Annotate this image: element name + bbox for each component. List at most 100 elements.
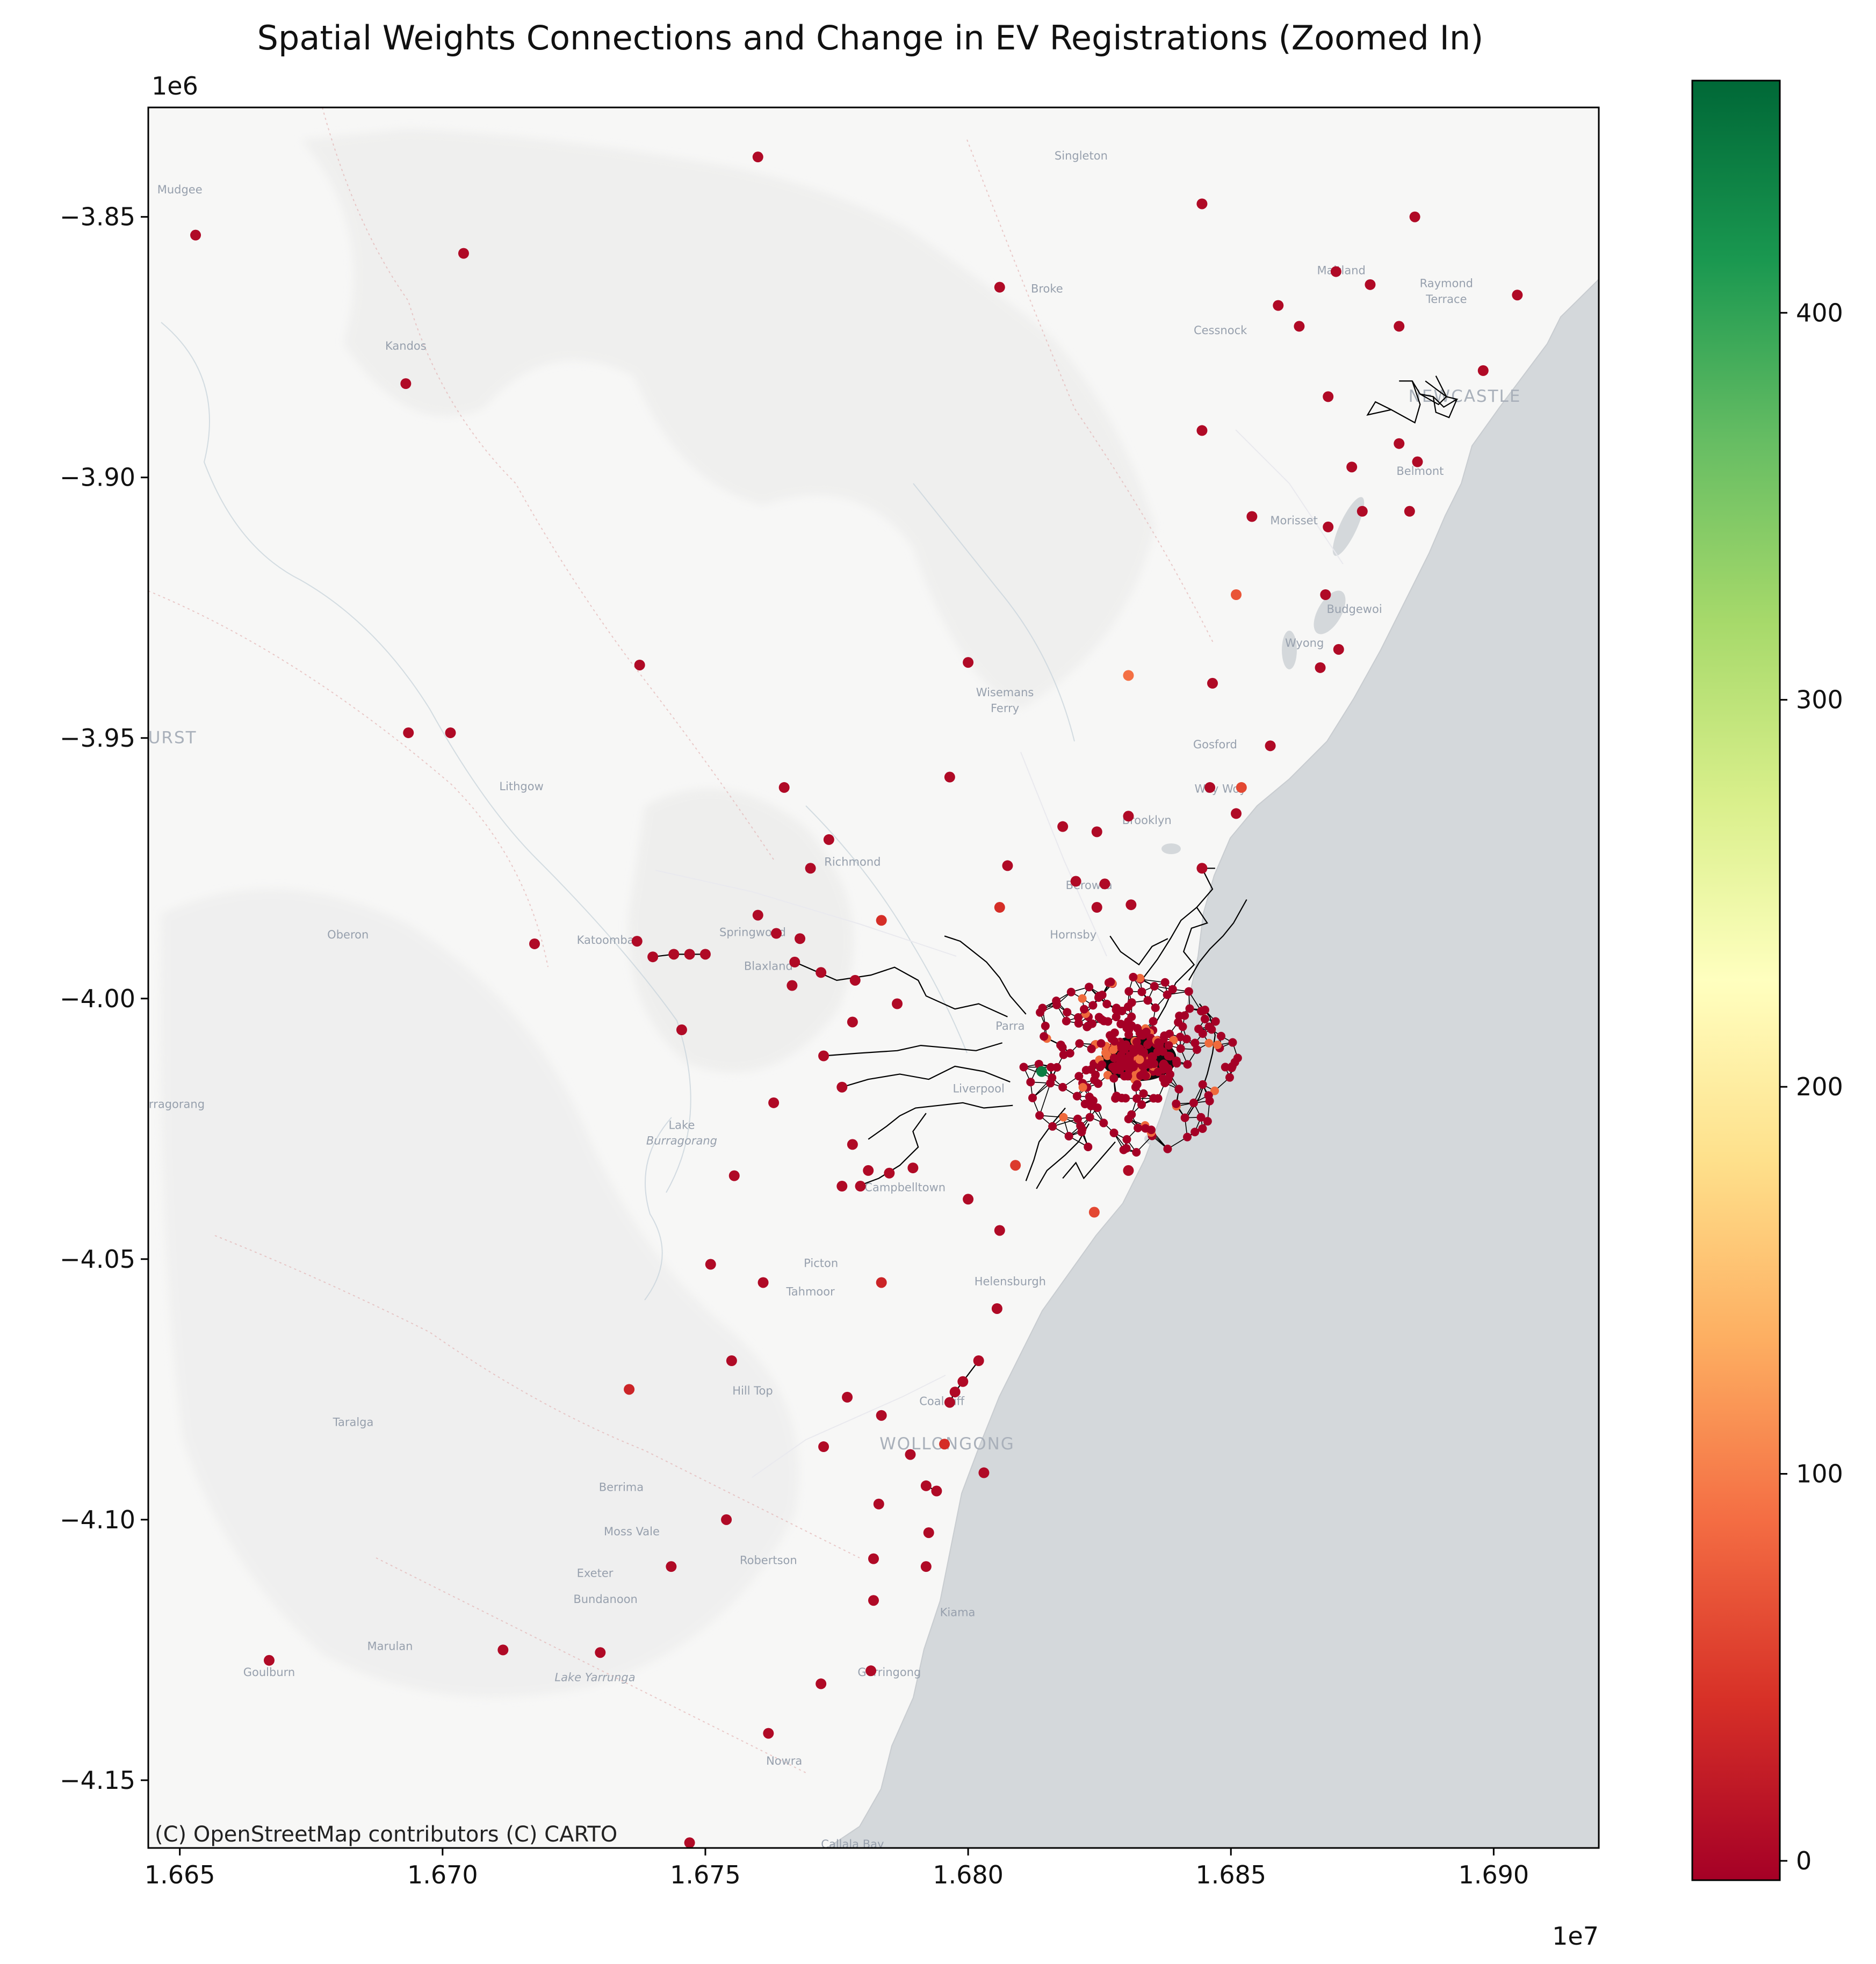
cluster-point — [1198, 1080, 1207, 1089]
map-label: Wyong — [1285, 637, 1324, 649]
x-tick-label: 1.675 — [670, 1860, 741, 1889]
cluster-point — [1132, 1094, 1142, 1103]
data-point — [1357, 506, 1368, 517]
cluster-point — [1196, 1007, 1206, 1016]
cluster-point — [1094, 992, 1103, 1001]
cluster-point — [1175, 1032, 1185, 1042]
connection-line — [1432, 396, 1457, 418]
data-point — [763, 1728, 774, 1739]
x-tick-label: 1.680 — [933, 1860, 1004, 1889]
connection-line — [1188, 899, 1247, 981]
map-label: Katoomba — [577, 934, 634, 947]
cluster-point — [1146, 1125, 1156, 1135]
cluster-point — [1085, 1113, 1094, 1122]
cluster-point — [1059, 1113, 1068, 1122]
cluster-point — [1122, 1135, 1131, 1144]
cluster-point — [1119, 1145, 1128, 1154]
data-point — [666, 1561, 677, 1572]
cluster-point — [1109, 1053, 1119, 1063]
connection-line — [1062, 1141, 1116, 1180]
y-tick-label: −4.15 — [60, 1766, 135, 1795]
cluster-point — [1172, 1099, 1181, 1108]
connection-line — [794, 961, 1008, 1017]
data-point — [863, 1165, 874, 1176]
cluster-point — [1088, 1001, 1098, 1010]
map-label: Lithgow — [499, 780, 543, 793]
data-point — [816, 967, 827, 978]
data-point — [892, 998, 903, 1009]
data-point — [847, 1016, 858, 1028]
cluster-point — [1122, 1023, 1131, 1032]
x-axis-multiplier: 1e7 — [1552, 1922, 1599, 1951]
cluster-point — [1072, 1092, 1081, 1101]
cluster-point — [1185, 1004, 1194, 1013]
cluster-point — [1159, 1059, 1168, 1068]
cluster-point — [1084, 1142, 1093, 1151]
connection-line — [1025, 1107, 1066, 1181]
data-point — [789, 956, 800, 967]
cluster-point — [1137, 1100, 1146, 1109]
cluster-point — [1174, 1017, 1183, 1027]
cluster-point — [1203, 1117, 1212, 1126]
data-point — [403, 727, 414, 739]
cluster-point — [1151, 1003, 1160, 1012]
data-point — [458, 248, 469, 259]
map-label: Cessnock — [1194, 324, 1247, 337]
data-point — [1323, 521, 1334, 532]
cluster-point — [1132, 1147, 1141, 1157]
cluster-point — [1078, 1125, 1087, 1134]
cluster-point — [1137, 987, 1146, 997]
cluster-point — [1066, 987, 1076, 997]
data-points — [190, 151, 1523, 1848]
map-label: Gosford — [1193, 738, 1237, 751]
cluster-point — [1088, 1096, 1098, 1105]
map-label: Goulburn — [243, 1666, 295, 1679]
data-point — [1333, 644, 1344, 655]
cluster-point — [1058, 1043, 1067, 1052]
cluster-point — [1048, 1122, 1057, 1131]
data-point — [920, 1480, 932, 1491]
map-label: Taralga — [333, 1416, 374, 1428]
data-point — [529, 938, 540, 949]
x-axis: 1.665 1.670 1.675 1.680 1.685 1.690 — [145, 1848, 1529, 1889]
data-point — [1412, 456, 1423, 467]
data-point — [1010, 1160, 1021, 1171]
data-point — [1477, 365, 1489, 376]
data-point — [1196, 425, 1208, 436]
data-point — [1036, 1066, 1048, 1077]
y-axis-multiplier: 1e6 — [151, 71, 198, 100]
cluster-point — [1109, 1045, 1118, 1055]
data-point — [923, 1527, 934, 1539]
map-label: Nowra — [766, 1754, 802, 1767]
data-point — [1323, 391, 1334, 402]
data-point — [944, 1397, 955, 1408]
data-point — [949, 1387, 961, 1398]
cluster-point — [1078, 994, 1087, 1003]
cluster-point — [1153, 1094, 1163, 1103]
data-point — [944, 771, 955, 783]
cluster-point — [1085, 983, 1094, 992]
cluster-point — [1132, 1080, 1142, 1089]
cluster-point — [1074, 1072, 1084, 1081]
data-point — [676, 1024, 687, 1036]
data-point — [842, 1391, 853, 1403]
cluster-point — [1139, 1089, 1148, 1098]
data-point — [768, 1097, 780, 1108]
spatial-weights-connections — [652, 376, 1459, 1492]
cluster-point — [1135, 1044, 1144, 1053]
data-point — [752, 909, 763, 921]
cluster-point — [1047, 1063, 1056, 1072]
data-point — [836, 1181, 848, 1192]
data-point — [836, 1081, 848, 1093]
data-point — [994, 902, 1005, 913]
connection-line — [652, 954, 705, 958]
data-point — [931, 1485, 942, 1497]
cluster-point — [1189, 1099, 1198, 1108]
cluster-point — [1124, 1030, 1134, 1039]
cluster-point — [1096, 1039, 1106, 1048]
map-attribution: (C) OpenStreetMap contributors (C) CARTO — [155, 1822, 617, 1847]
data-point — [1236, 782, 1247, 793]
data-point — [876, 1277, 887, 1288]
connection-line — [1366, 380, 1421, 424]
